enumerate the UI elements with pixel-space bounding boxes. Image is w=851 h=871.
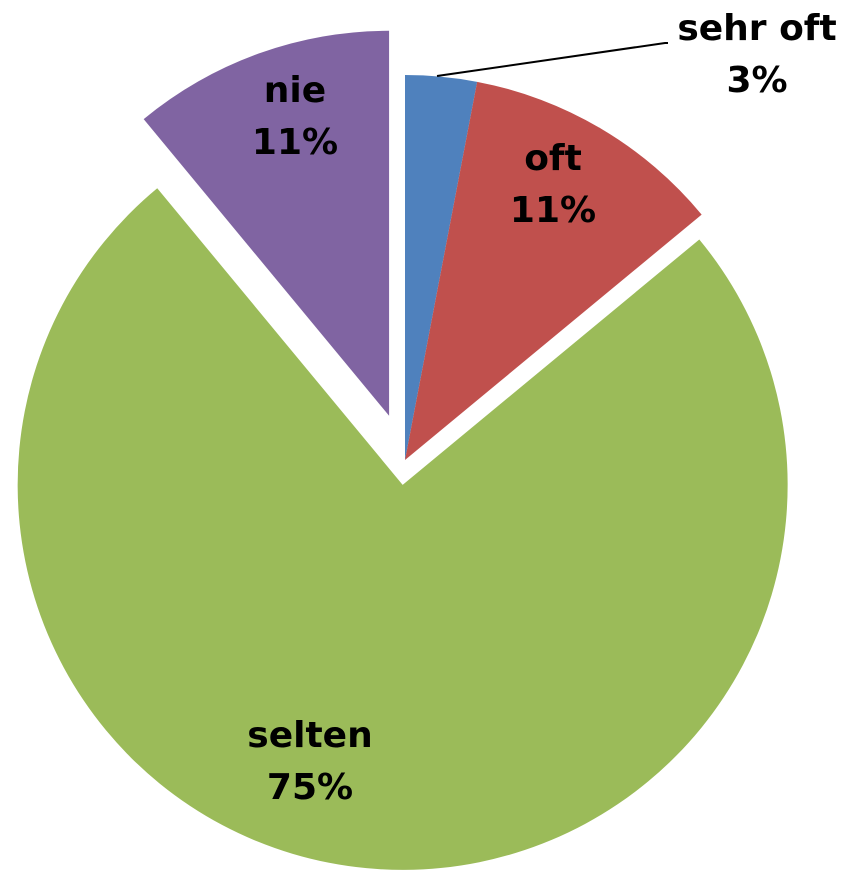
slice-label: selten [247, 715, 372, 756]
pie-slice [405, 75, 478, 460]
slice-label: sehr oft [677, 8, 836, 49]
pie-slice [17, 188, 788, 870]
pie-slice [405, 81, 702, 461]
leader-line [436, 42, 668, 77]
slice-value-label: 11% [510, 190, 596, 231]
slice-value-label: 11% [252, 122, 338, 163]
slice-label: oft [524, 138, 582, 179]
slice-value-label: 3% [726, 60, 787, 101]
slice-value-label: 75% [267, 767, 353, 808]
slice-label: nie [264, 70, 326, 111]
pie-slice [143, 30, 390, 416]
